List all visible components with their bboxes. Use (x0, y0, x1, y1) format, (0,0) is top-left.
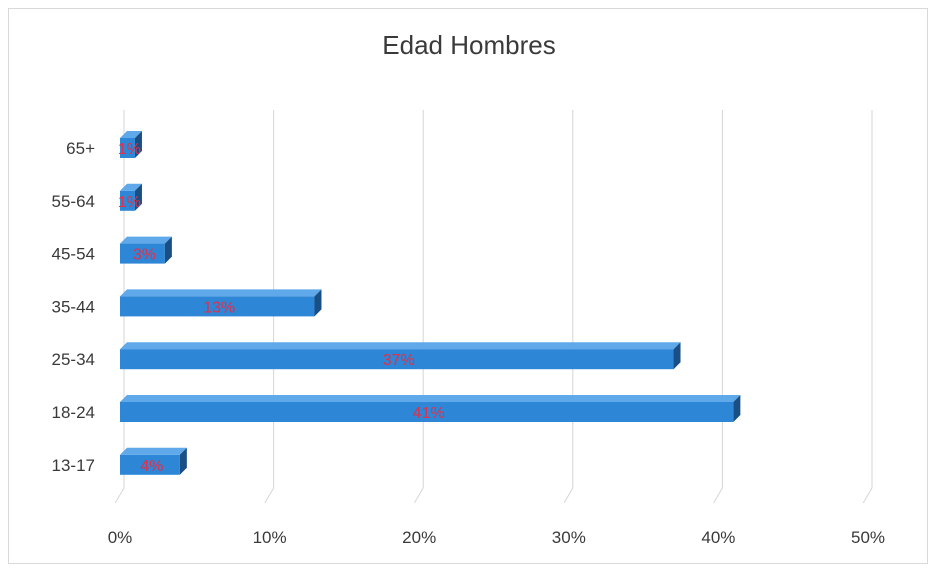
bar (120, 402, 734, 422)
y-category-label: 65+ (66, 139, 95, 158)
gridline-base (862, 487, 873, 504)
bar-top-face (120, 395, 741, 402)
bar-side-face (134, 183, 142, 211)
bar-side-face (733, 395, 741, 422)
bars (120, 131, 741, 475)
x-axis-ticks: 0% 10% 20% 30% 40% 50% (108, 528, 885, 547)
gridline-base (563, 487, 574, 504)
x-tick-label: 20% (402, 528, 436, 547)
bar-top-face (120, 447, 187, 455)
gridline-base (713, 487, 723, 504)
bar-side-face (164, 236, 172, 264)
data-label: 41% (413, 405, 445, 422)
bar-side-face (134, 131, 142, 158)
bar-top-face (120, 289, 322, 297)
chart-title: Edad Hombres (382, 30, 556, 60)
y-category-label: 25-34 (52, 350, 95, 369)
data-label: 13% (203, 299, 235, 316)
bar-top-face (120, 342, 681, 350)
bar-top-face (120, 236, 172, 244)
y-category-label: 45-54 (52, 245, 95, 264)
x-tick-label: 50% (851, 528, 885, 547)
bar (120, 190, 135, 211)
bar (120, 243, 165, 264)
y-category-label: 55-64 (52, 192, 95, 211)
x-tick-label: 0% (108, 528, 133, 547)
data-label: 4% (140, 458, 163, 475)
data-label: 1% (118, 141, 141, 158)
x-tick-label: 30% (552, 528, 586, 547)
bar (120, 454, 180, 475)
bar-top-face (120, 183, 142, 191)
bar-side-face (673, 342, 681, 370)
bar (120, 349, 674, 370)
bar-side-face (314, 289, 322, 317)
bar-top-face (120, 131, 142, 138)
x-tick-label: 40% (701, 528, 735, 547)
y-category-label: 35-44 (52, 297, 95, 316)
data-labels: 4% 41% 37% 13% 3% 1% 1% (118, 141, 445, 475)
data-label: 3% (133, 247, 156, 264)
y-category-label: 18-24 (52, 403, 95, 422)
x-tick-label: 10% (253, 528, 287, 547)
data-label: 1% (118, 194, 141, 211)
bar-side-face (179, 447, 187, 475)
gridline-base (413, 487, 424, 504)
bar (120, 138, 135, 158)
gridline-base (264, 487, 275, 504)
y-category-label: 13-17 (52, 456, 95, 475)
gridline-base (114, 487, 125, 504)
data-label: 37% (383, 352, 415, 369)
y-axis-categories: 13-17 18-24 25-34 35-44 45-54 55-64 65+ (52, 139, 96, 475)
bar (120, 296, 315, 317)
